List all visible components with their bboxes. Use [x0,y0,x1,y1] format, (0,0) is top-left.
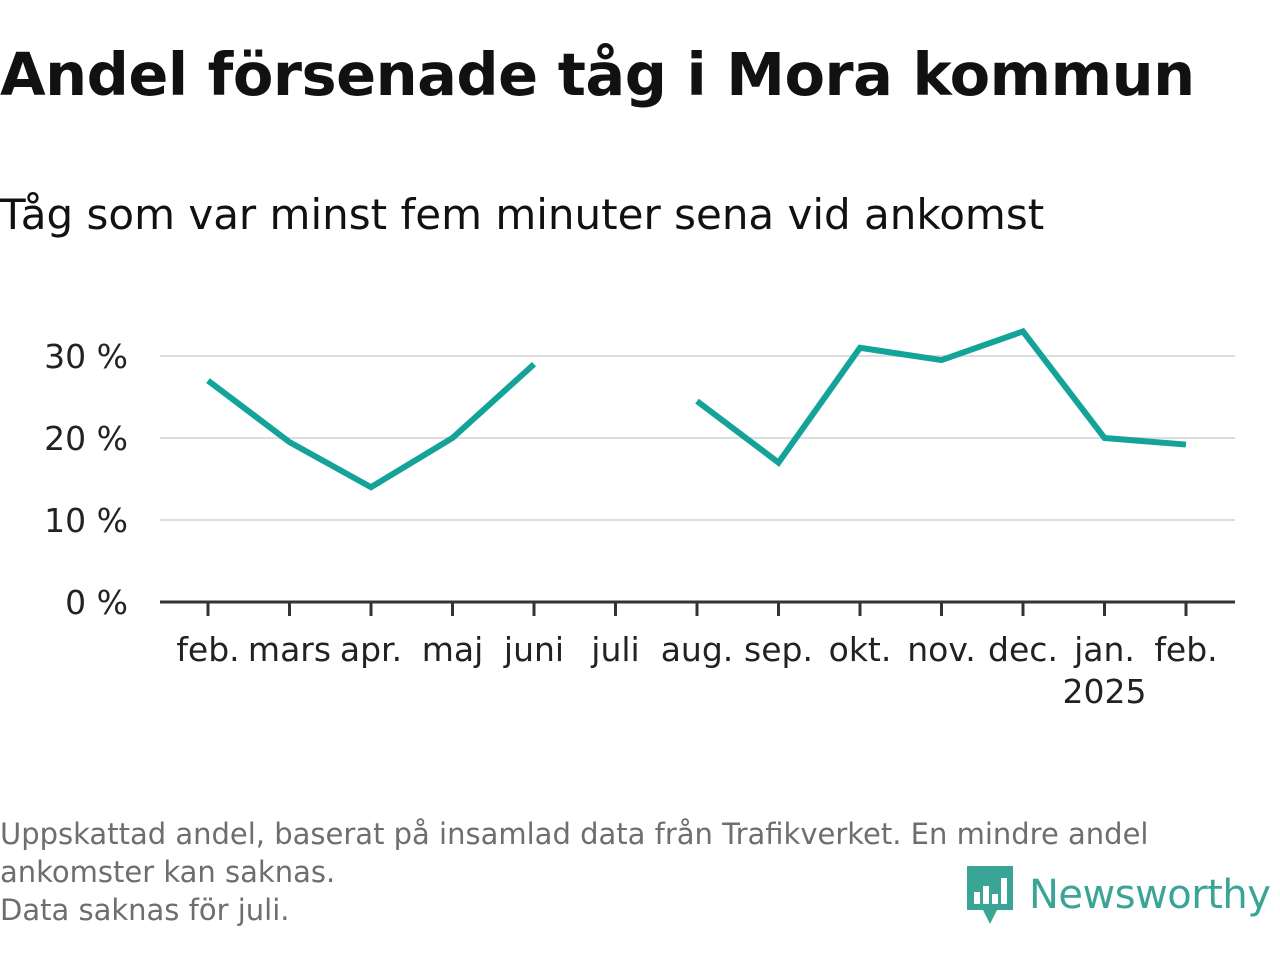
x-tick-label: aug. [661,630,734,669]
footnote: Uppskattad andel, baserat på insamlad da… [0,815,1270,929]
y-tick-label: 20 % [44,419,128,458]
x-tick-label: jan. [1073,630,1135,669]
x-tick-label: mars [248,630,331,669]
x-tick-label: juni [503,630,564,669]
newsworthy-bar-chart-icon [967,866,1013,924]
series-line-segment [206,361,537,491]
series-line-segment [695,327,1187,467]
newsworthy-logo: Newsworthy [965,864,1271,926]
x-tick-label: dec. [988,630,1058,669]
y-tick-label: 30 % [44,337,128,376]
y-tick-labels: 0 % 10 % 20 % 30 % [44,337,128,622]
chart-subtitle: Tåg som var minst fem minuter sena vid a… [0,190,1045,239]
gridlines [160,355,1235,521]
footnote-line-1: Uppskattad andel, baserat på insamlad da… [0,817,1149,851]
x-tick-label: okt. [829,630,892,669]
chart-title: Andel försenade tåg i Mora kommun [0,40,1195,109]
x-tick-label: sep. [744,630,813,669]
x-year-label: 2025 [1063,672,1147,711]
x-tick-label: feb. [176,630,239,669]
y-tick-label: 10 % [44,501,128,540]
line-chart: 0 %10 %20 %30 % feb. mars apr. maj juni juli a… [44,327,1235,711]
series-lines [206,327,1187,491]
x-tick-label: maj [422,630,484,669]
footnote-line-2: ankomster kan saknas. [0,855,336,889]
y-tick-label: 0 % [65,583,128,622]
footnote-line-3: Data saknas för juli. [0,893,290,927]
logo-text: Newsworthy [1029,872,1271,918]
x-tick-label: juli [590,630,639,669]
x-tick-label: feb. [1154,630,1217,669]
x-tick-labels: feb. mars apr. maj juni juli aug. sep. okt. nov. d… [176,630,1217,711]
x-tick-label: nov. [907,630,976,669]
x-axis [160,600,1235,616]
x-tick-label: apr. [340,630,402,669]
